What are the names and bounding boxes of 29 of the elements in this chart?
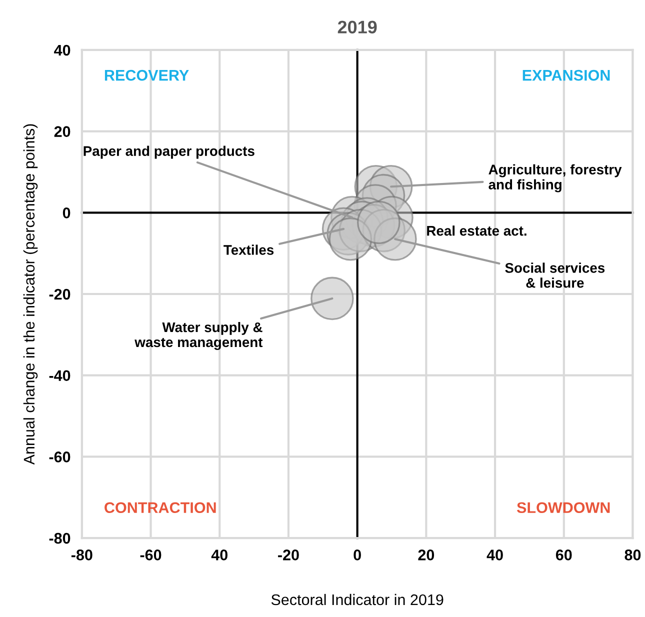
y-axis-title: Annual change in the indicator (percentage points)	[23, 124, 38, 465]
x-tick-label: 40	[486, 550, 503, 560]
annotation: RECOVERY	[104, 70, 189, 81]
x-tick-label: 20	[418, 550, 434, 560]
y-tick-label: -40	[49, 370, 70, 382]
annotation: CONTRACTION	[104, 502, 216, 514]
annotation: Agriculture, forestry and fishing	[488, 164, 622, 192]
annotation: SLOWDOWN	[516, 502, 610, 514]
x-tick-label: 40	[211, 550, 228, 560]
chart-title: 2019	[338, 20, 377, 34]
x-tick-label: 80	[624, 550, 641, 560]
annotation: Real estate act.	[427, 226, 526, 236]
x-tick-label: 0	[354, 550, 361, 560]
annotation: Social services & leisure	[505, 262, 605, 288]
x-tick-label: 60	[556, 550, 572, 560]
x-axis-title: Sectoral Indicator in 2019	[271, 594, 444, 606]
y-tick-label: 20	[54, 126, 70, 138]
annotation: EXPANSION	[522, 70, 610, 81]
x-tick-label: -60	[140, 550, 162, 560]
y-tick-label: -80	[49, 532, 70, 544]
y-tick-label: -20	[49, 288, 70, 300]
x-tick-label: -20	[278, 550, 299, 560]
annotation: Water supply & waste management	[134, 322, 263, 350]
y-tick-label: 0	[62, 208, 70, 218]
annotation: Paper and paper products	[84, 146, 254, 159]
x-tick-label: -80	[71, 550, 92, 560]
y-tick-label: 40	[54, 44, 70, 56]
y-tick-label: -60	[49, 452, 70, 462]
annotation: Textiles	[224, 244, 274, 255]
